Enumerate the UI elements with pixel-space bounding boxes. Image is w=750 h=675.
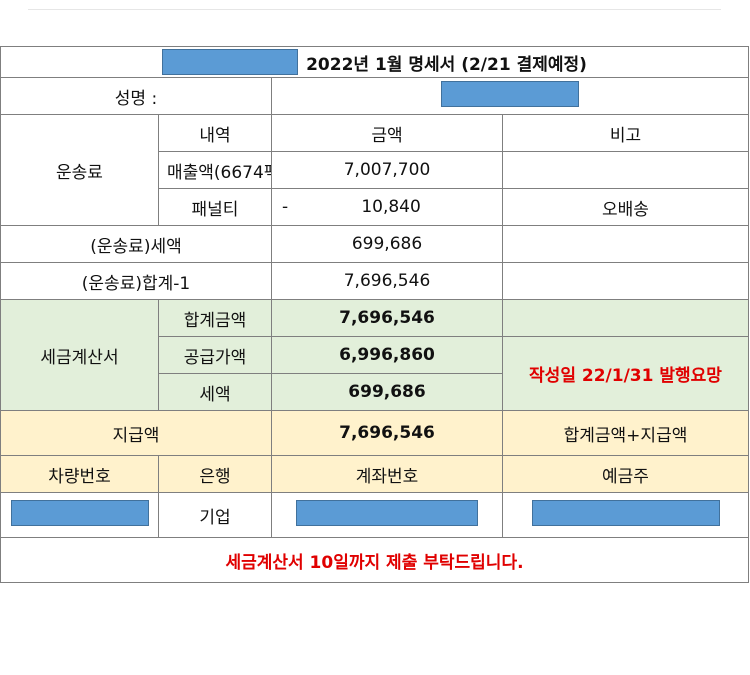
transport-header-row: 운송료 내역 금액 비고 — [0, 114, 749, 226]
statement-title-text: 2022년 1월 명세서 (2/21 결제예정) — [306, 54, 587, 75]
penalty-amount: 10,840 — [361, 197, 421, 217]
sales-row: 매출액(6674팩) 7,007,700 — [1, 151, 749, 189]
transport-tax-label: (운송료)세액 — [0, 225, 272, 263]
account-number-header: 계좌번호 — [271, 455, 503, 493]
transport-tax-amount: 699,686 — [271, 225, 503, 263]
penalty-note: 오배송 — [502, 188, 749, 226]
redacted-account-block — [296, 499, 478, 526]
name-label: 성명 : — [0, 77, 272, 115]
vehicle-value — [0, 492, 159, 538]
penalty-label: 패널티 — [158, 188, 272, 226]
sales-label: 매출액(6674팩) — [158, 151, 272, 189]
payment-note: 합계금액+지급액 — [502, 410, 749, 456]
sales-note — [502, 151, 749, 189]
invoice-supply-label: 공급가액 — [158, 336, 272, 374]
bank-header: 은행 — [158, 455, 272, 493]
invoice-total-label: 합계금액 — [158, 299, 272, 337]
invoice-total-row: 세금계산서 합계금액 7,696,546 — [0, 299, 749, 411]
top-divider — [28, 9, 721, 10]
vehicle-header: 차량번호 — [0, 455, 159, 493]
transport-total-amount: 7,696,546 — [271, 262, 503, 300]
invoice-supply-amount: 6,996,860 — [271, 336, 503, 374]
redacted-vehicle-block — [10, 499, 149, 526]
transport-total-note — [502, 262, 749, 300]
holder-header: 예금주 — [502, 455, 749, 493]
redacted-company-block — [162, 49, 299, 75]
bank-value: 기업 — [158, 492, 272, 538]
footer-notice: 세금계산서 10일까지 제출 부탁드립니다. — [0, 537, 749, 583]
name-value — [271, 77, 749, 115]
penalty-row: 패널티 - 10,840 오배송 — [1, 188, 749, 226]
item-header: 내역 — [158, 114, 272, 152]
account-header-row: 차량번호 은행 계좌번호 예금주 — [0, 455, 749, 493]
transport-tax-note — [502, 225, 749, 263]
account-number-value — [271, 492, 503, 538]
transport-tax-row: (운송료)세액 699,686 — [0, 225, 749, 263]
title-row: 2022년 1월 명세서 (2/21 결제예정) — [0, 46, 749, 78]
payment-row: 지급액 7,696,546 합계금액+지급액 — [0, 410, 749, 456]
invoice-issue-note: 작성일 22/1/31 발행요망 — [502, 336, 749, 411]
transport-label: 운송료 — [0, 114, 159, 226]
note-header: 비고 — [502, 114, 749, 152]
transport-total-row: (운송료)합계-1 7,696,546 — [0, 262, 749, 300]
invoice-total-amount: 7,696,546 — [271, 299, 503, 337]
transport-total-label: (운송료)합계-1 — [0, 262, 272, 300]
statement-table: 2022년 1월 명세서 (2/21 결제예정) 성명 : 운송료 내역 금액 … — [0, 46, 749, 583]
invoice-total-note — [502, 299, 749, 337]
sales-amount: 7,007,700 — [271, 151, 503, 189]
name-row: 성명 : — [0, 77, 749, 115]
invoice-tax-amount: 699,686 — [271, 373, 503, 411]
amount-header: 금액 — [271, 114, 503, 152]
payment-label: 지급액 — [0, 410, 272, 456]
payment-amount: 7,696,546 — [271, 410, 503, 456]
holder-value — [502, 492, 749, 538]
penalty-amount-cell: - 10,840 — [271, 188, 503, 226]
account-row: 기업 — [0, 492, 749, 538]
invoice-tax-label: 세액 — [158, 373, 272, 411]
invoice-label: 세금계산서 — [0, 299, 159, 411]
statement-title: 2022년 1월 명세서 (2/21 결제예정) — [0, 46, 749, 78]
redacted-name-block — [441, 80, 579, 107]
redacted-holder-block — [531, 499, 720, 526]
footer-row: 세금계산서 10일까지 제출 부탁드립니다. — [0, 537, 749, 583]
penalty-sign: - — [282, 197, 289, 217]
